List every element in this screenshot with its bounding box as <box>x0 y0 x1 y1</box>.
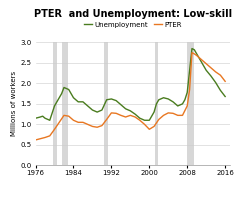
Unemployment <box>105 99 108 101</box>
PTER <box>186 105 189 107</box>
PTER <box>72 119 75 121</box>
PTER <box>96 126 99 128</box>
Unemployment <box>224 95 227 98</box>
Bar <box>155 42 158 165</box>
Unemployment <box>41 115 44 117</box>
Unemployment <box>86 105 89 107</box>
Unemployment <box>129 110 132 112</box>
Unemployment <box>63 86 65 89</box>
PTER <box>91 125 94 128</box>
PTER <box>181 114 184 117</box>
Y-axis label: Millions of workers: Millions of workers <box>11 71 17 137</box>
PTER <box>172 112 174 114</box>
Unemployment <box>200 61 203 63</box>
Line: PTER: PTER <box>36 53 225 140</box>
PTER <box>148 128 151 131</box>
PTER <box>77 121 80 124</box>
Unemployment <box>60 92 63 95</box>
PTER <box>115 112 118 114</box>
Unemployment <box>143 119 146 121</box>
Unemployment <box>119 103 122 106</box>
Unemployment <box>48 119 51 121</box>
Unemployment <box>157 99 160 101</box>
PTER <box>63 114 65 117</box>
Bar <box>62 42 68 165</box>
PTER <box>34 139 37 141</box>
Bar <box>104 42 108 165</box>
Unemployment <box>181 103 184 105</box>
PTER <box>48 135 51 137</box>
PTER <box>53 128 56 131</box>
PTER <box>105 118 108 121</box>
PTER <box>219 74 222 77</box>
Unemployment <box>167 98 170 100</box>
Unemployment <box>77 100 80 103</box>
PTER <box>124 116 127 118</box>
PTER <box>153 125 155 128</box>
PTER <box>129 114 132 117</box>
Title: PTER  and Unemployment: Low-skill: PTER and Unemployment: Low-skill <box>34 9 232 20</box>
Unemployment <box>193 49 196 51</box>
PTER <box>195 54 198 57</box>
Unemployment <box>58 96 61 99</box>
PTER <box>67 115 70 117</box>
Unemployment <box>162 96 165 99</box>
Legend: Unemployment, PTER: Unemployment, PTER <box>81 19 184 30</box>
Unemployment <box>148 119 151 121</box>
Unemployment <box>183 99 186 101</box>
Unemployment <box>214 81 217 84</box>
Unemployment <box>110 98 113 100</box>
PTER <box>224 80 227 83</box>
Unemployment <box>39 116 42 118</box>
PTER <box>176 114 179 117</box>
Bar <box>187 42 194 165</box>
Unemployment <box>34 117 37 120</box>
Unemployment <box>138 117 141 120</box>
Unemployment <box>82 100 84 103</box>
Unemployment <box>96 111 99 113</box>
PTER <box>143 123 146 126</box>
Unemployment <box>172 100 174 103</box>
PTER <box>82 121 84 124</box>
Unemployment <box>115 99 118 102</box>
PTER <box>193 53 196 55</box>
Line: Unemployment: Unemployment <box>36 49 225 120</box>
PTER <box>39 137 42 140</box>
Unemployment <box>67 88 70 91</box>
PTER <box>157 118 160 121</box>
PTER <box>162 114 165 117</box>
Unemployment <box>153 111 155 113</box>
Unemployment <box>210 75 212 77</box>
Unemployment <box>176 105 179 107</box>
PTER <box>86 123 89 126</box>
Unemployment <box>91 109 94 111</box>
Unemployment <box>124 107 127 110</box>
Bar <box>53 42 57 165</box>
Unemployment <box>100 109 103 111</box>
Unemployment <box>72 96 75 99</box>
Unemployment <box>186 91 189 94</box>
PTER <box>205 63 208 65</box>
PTER <box>58 121 61 124</box>
PTER <box>210 67 212 69</box>
PTER <box>191 51 193 54</box>
PTER <box>119 114 122 117</box>
PTER <box>214 71 217 73</box>
PTER <box>138 119 141 121</box>
Unemployment <box>219 89 222 92</box>
Unemployment <box>195 53 198 55</box>
Unemployment <box>155 103 158 105</box>
Unemployment <box>191 47 193 50</box>
Unemployment <box>53 105 56 107</box>
Unemployment <box>205 69 208 71</box>
PTER <box>200 58 203 61</box>
PTER <box>167 112 170 114</box>
PTER <box>134 116 137 118</box>
PTER <box>188 88 191 91</box>
PTER <box>100 124 103 127</box>
Unemployment <box>44 117 46 120</box>
Unemployment <box>134 113 137 115</box>
PTER <box>44 136 46 139</box>
PTER <box>110 112 113 114</box>
